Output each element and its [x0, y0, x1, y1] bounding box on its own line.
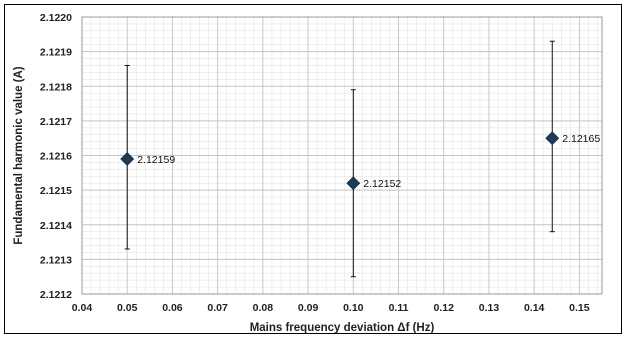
x-axis-label: Mains frequency deviation Δf (Hz): [250, 322, 435, 334]
x-tick-label: 0.11: [389, 302, 409, 314]
x-tick-label: 0.04: [72, 302, 93, 314]
x-tick-label: 0.14: [524, 302, 545, 314]
error-bars: [124, 40, 555, 278]
chart-frame: [4, 4, 622, 334]
x-tick-label: 0.07: [207, 302, 228, 314]
y-tick-label: 2.1218: [40, 81, 72, 93]
x-tick-label: 0.06: [162, 302, 183, 314]
major-gridlines: [81, 16, 603, 295]
x-tick-label: 0.10: [343, 302, 364, 314]
data-labels: 2.12159 2.12152 2.12165: [137, 133, 600, 190]
data-label: 2.12152: [363, 178, 401, 190]
x-tick-label: 0.05: [117, 302, 138, 314]
data-point-diamond: [545, 131, 560, 146]
plot-area-border: [81, 16, 603, 295]
y-tick-label: 2.1219: [40, 47, 72, 59]
y-axis-label: Fundamental harmonic value (A): [13, 66, 25, 244]
y-tick-label: 2.1217: [40, 116, 72, 128]
x-tick-label: 0.12: [434, 302, 455, 314]
y-tick-label: 2.1215: [40, 185, 72, 197]
data-points: [120, 131, 560, 191]
data-label: 2.12165: [562, 133, 600, 145]
y-tick-label: 2.1212: [40, 289, 72, 301]
x-tick-label: 0.08: [253, 302, 274, 314]
x-tick-label: 0.15: [569, 302, 590, 314]
y-tick-label: 2.1213: [40, 254, 72, 266]
x-tick-label: 0.09: [298, 302, 319, 314]
y-tick-label: 2.1214: [40, 220, 72, 232]
y-tick-label: 2.1220: [40, 12, 72, 24]
x-tick-labels: 0.04 0.05 0.06 0.07 0.08 0.09 0.10 0.11 0.12 0.13…: [72, 302, 590, 314]
data-label: 2.12159: [137, 154, 175, 166]
data-point-diamond: [346, 176, 361, 191]
x-tick-label: 0.13: [479, 302, 500, 314]
data-point-diamond: [120, 152, 135, 166]
y-tick-labels: 2.1212 2.1213 2.1214 2.1215 2.1216 2.1217 2.12…: [40, 12, 72, 301]
y-tick-label: 2.1216: [40, 151, 72, 163]
